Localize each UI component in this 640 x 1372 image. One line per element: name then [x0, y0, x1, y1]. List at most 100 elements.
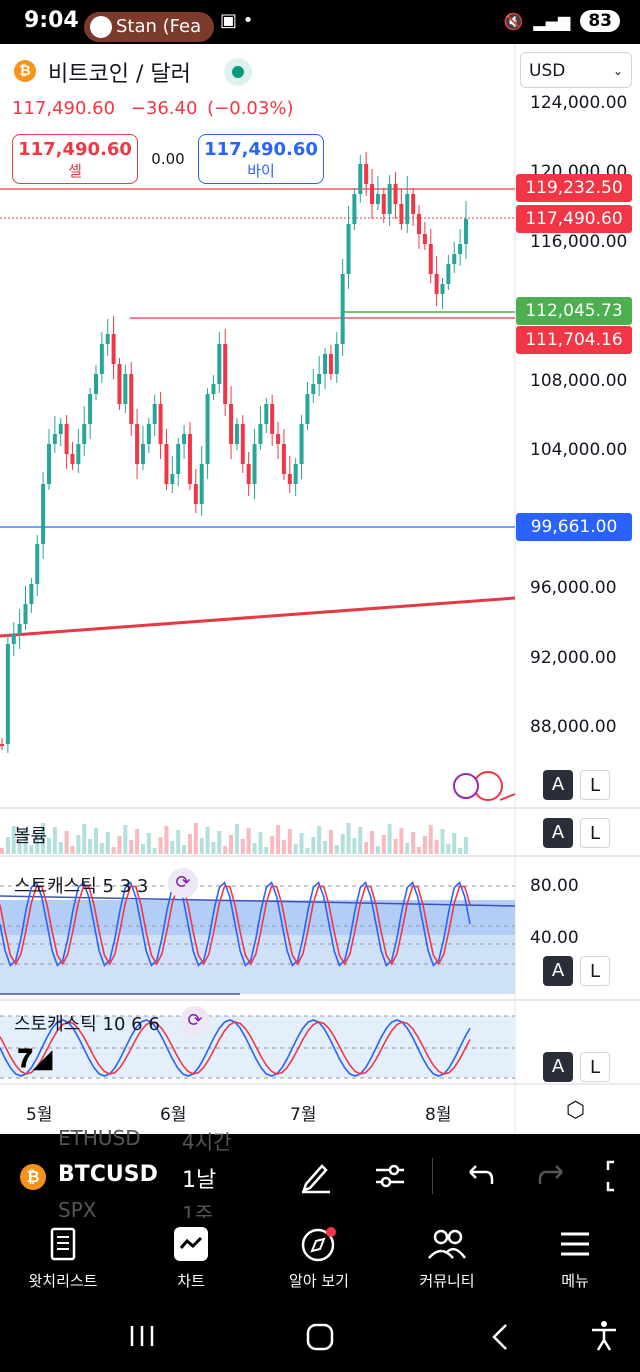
log-scale-button[interactable]: L: [580, 956, 610, 986]
recent-apps-icon[interactable]: [128, 1322, 156, 1350]
back-icon[interactable]: [488, 1322, 512, 1352]
candle-body: [64, 424, 69, 454]
candle-body: [176, 444, 181, 474]
price-axis-label: 88,000.00: [530, 717, 617, 737]
signal-icon: ▂▄▆: [533, 11, 571, 31]
volume-bar: [111, 847, 116, 854]
nav-chart[interactable]: 차트: [136, 1224, 246, 1291]
price-axis-label: 92,000.00: [530, 648, 617, 668]
notification-text: Stan (Fea: [116, 16, 202, 37]
volume-bar: [434, 840, 439, 854]
candle-body: [405, 194, 410, 224]
volume-bar: [246, 828, 251, 854]
buy-label: 바이: [247, 162, 275, 180]
volume-bar: [440, 829, 445, 854]
candle-body: [146, 424, 151, 444]
symbol-name[interactable]: 비트코인 / 달러: [48, 62, 191, 87]
price-line: 117,490.60 −36.40 (−0.03%): [12, 98, 303, 119]
volume-bar: [229, 835, 234, 854]
volume-bar: [311, 837, 316, 854]
time-axis-label: 6월: [160, 1105, 187, 1125]
chart-panel[interactable]: ₿ 비트코인 / 달러 117,490.60 −36.40 (−0.03%) 1…: [0, 44, 640, 1134]
toolbar-interval[interactable]: 1날: [182, 1168, 217, 1193]
volume-bar: [11, 826, 16, 854]
candle-body: [58, 424, 63, 434]
redo-icon[interactable]: [536, 1158, 572, 1194]
auto-scale-button[interactable]: A: [543, 1052, 573, 1082]
candle-body: [99, 344, 104, 374]
volume-bar: [135, 829, 140, 854]
buy-button[interactable]: 117,490.60 바이: [198, 134, 324, 184]
nav-label: 차트: [177, 1272, 205, 1290]
market-open-icon[interactable]: [224, 58, 252, 86]
screenshot-icon: ▣ •: [220, 10, 254, 31]
candles-group: [0, 152, 468, 753]
candle-body: [464, 219, 468, 244]
battery-indicator: 83: [580, 10, 620, 32]
refresh-icon[interactable]: ⟳: [168, 868, 198, 898]
volume-bar: [458, 848, 463, 854]
auto-scale-button[interactable]: A: [543, 956, 573, 986]
volume-bar: [375, 846, 380, 854]
undo-icon[interactable]: [460, 1158, 496, 1194]
volume-bar: [217, 831, 222, 854]
notification-pill[interactable]: Stan (Fea: [84, 12, 214, 42]
volume-bar: [129, 840, 134, 854]
home-icon[interactable]: [305, 1322, 335, 1352]
mute-icon: 🔇: [503, 11, 524, 31]
nav-label: 메뉴: [561, 1272, 589, 1290]
price-axis-label: 104,000.00: [530, 440, 628, 460]
volume-bar: [234, 824, 239, 854]
accessibility-icon[interactable]: [590, 1320, 618, 1352]
stoch2-band: [0, 1016, 515, 1078]
price-axis-label: 124,000.00: [530, 93, 628, 113]
volume-bar: [281, 840, 286, 854]
candle-body: [23, 604, 28, 624]
sell-button[interactable]: 117,490.60 셀: [12, 134, 138, 184]
volume-bar: [105, 832, 110, 854]
auto-scale-button[interactable]: A: [543, 770, 573, 800]
nav-menu[interactable]: 메뉴: [520, 1224, 630, 1291]
volume-bar: [240, 839, 245, 854]
candle-body: [276, 434, 281, 444]
candle-body: [446, 264, 451, 284]
candle-body: [270, 404, 275, 434]
sell-price: 117,490.60: [18, 139, 132, 160]
chart-toolbar: ETHUSD 4시간 ₿ BTCUSD 1날 SPX 1주: [0, 1126, 640, 1226]
log-scale-button[interactable]: L: [580, 770, 610, 800]
fullscreen-icon[interactable]: [604, 1158, 640, 1194]
draw-pen-icon[interactable]: [298, 1158, 334, 1194]
volume-bar: [305, 848, 310, 854]
refresh-icon[interactable]: ⟳: [180, 1006, 210, 1036]
nav-watchlist[interactable]: 왓치리스트: [8, 1224, 118, 1291]
toolbar-symbol[interactable]: BTCUSD: [58, 1162, 158, 1187]
auto-scale-button[interactable]: A: [543, 818, 573, 848]
volume-bar: [346, 823, 351, 854]
log-scale-button[interactable]: L: [580, 1052, 610, 1082]
chart-icon: [174, 1227, 208, 1261]
status-bar: 9:04 Stan (Fea ▣ • 🔇 ▂▄▆ 83: [0, 0, 640, 44]
volume-bar: [387, 824, 392, 854]
candle-body: [52, 434, 57, 444]
candle-body: [340, 274, 345, 344]
chart-header: ₿ 비트코인 / 달러 117,490.60 −36.40 (−0.03%) 1…: [0, 44, 515, 194]
candle-body: [393, 184, 398, 204]
candle-body: [281, 444, 286, 474]
candle-body: [328, 354, 333, 374]
candle-body: [5, 644, 10, 744]
volume-bar: [399, 828, 404, 854]
volume-bar: [140, 844, 145, 854]
nav-explore[interactable]: 알아 보기: [264, 1224, 374, 1291]
chart-canvas[interactable]: [0, 44, 640, 1134]
log-scale-button[interactable]: L: [580, 818, 610, 848]
volume-bar: [93, 828, 98, 854]
volume-bar: [199, 838, 204, 854]
volume-bar: [211, 842, 216, 854]
settings-hexagon-icon[interactable]: ⬡: [566, 1098, 586, 1123]
toolbar-divider: [432, 1158, 433, 1194]
volume-bar: [146, 833, 151, 854]
indicator-settings-icon[interactable]: [372, 1158, 408, 1194]
candle-body: [193, 484, 198, 504]
currency-select[interactable]: USD ⌄: [520, 52, 632, 88]
nav-community[interactable]: 커뮤니티: [392, 1224, 502, 1291]
